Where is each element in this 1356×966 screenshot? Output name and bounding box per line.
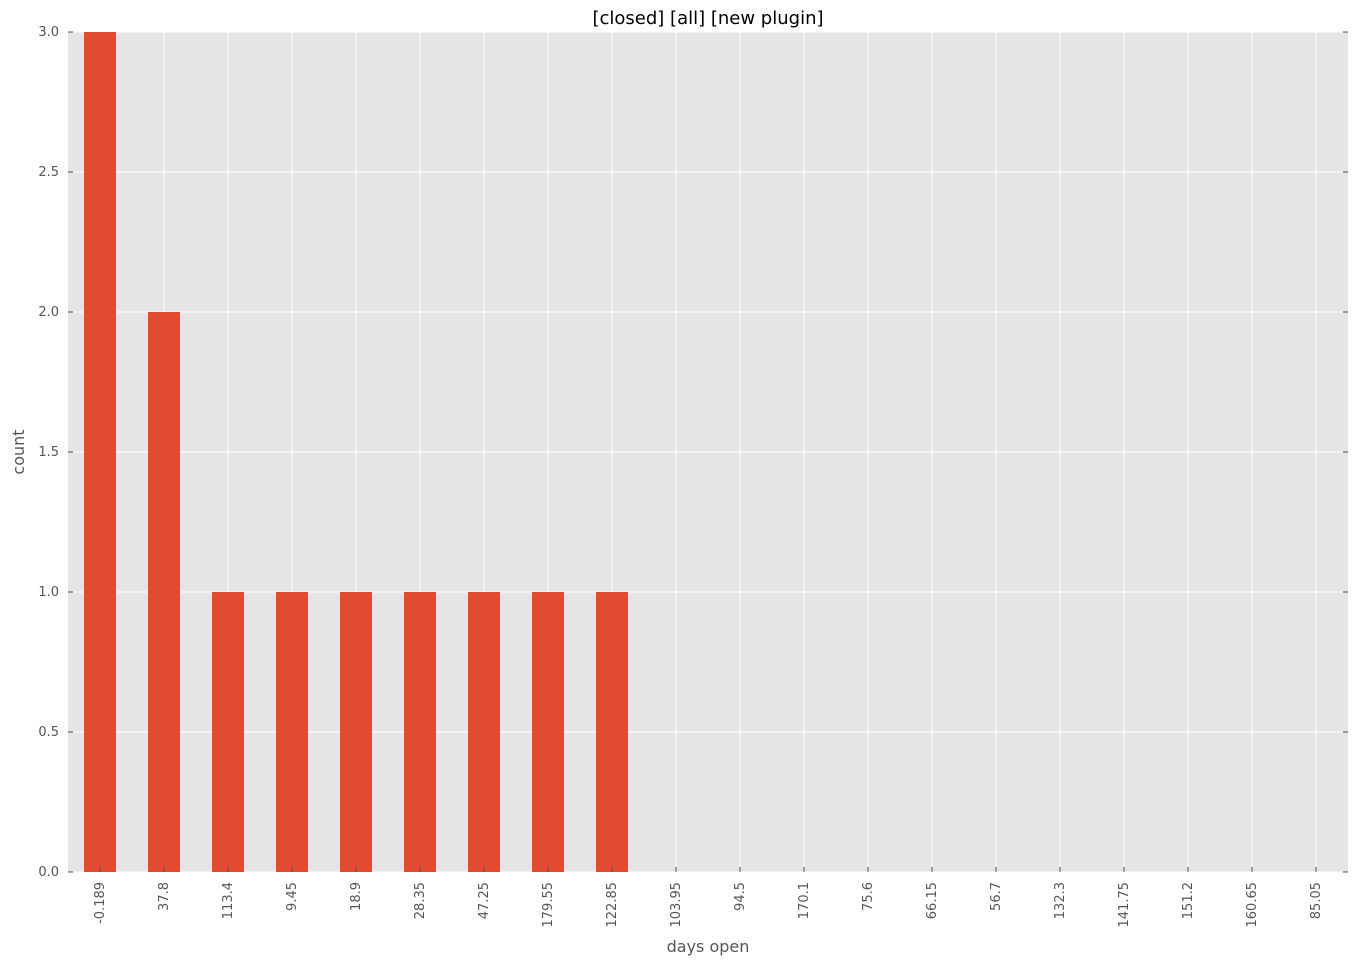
bar bbox=[84, 32, 116, 872]
x-tick-label: 103.95 bbox=[669, 882, 684, 928]
x-tick-label: 160.65 bbox=[1245, 882, 1260, 928]
x-tick-label: 37.8 bbox=[157, 882, 172, 911]
bar bbox=[404, 592, 436, 872]
chart-title: [closed] [all] [new plugin] bbox=[593, 8, 824, 29]
x-tick-label: 122.85 bbox=[605, 882, 620, 928]
x-tick-label: 56.7 bbox=[989, 882, 1004, 911]
y-tick-label: 3.0 bbox=[38, 25, 59, 40]
x-tick-label: 170.1 bbox=[797, 882, 812, 919]
y-tick-label: 1.0 bbox=[38, 585, 59, 600]
axis-ticks: 0.0 0.5 1.0 1.5 2.0 2.5 3.0 -0.189 37.8 113.4 9.45… bbox=[38, 25, 1348, 928]
x-tick-label: 113.4 bbox=[221, 882, 236, 919]
bar bbox=[340, 592, 372, 872]
y-tick-label: 2.5 bbox=[38, 165, 59, 180]
y-tick-label: 0.0 bbox=[38, 865, 59, 880]
x-tick-label: -0.189 bbox=[93, 882, 108, 924]
bar bbox=[148, 312, 180, 872]
bar bbox=[596, 592, 628, 872]
bars bbox=[84, 32, 628, 872]
x-tick-label: 132.3 bbox=[1053, 882, 1068, 919]
x-tick-label: 85.05 bbox=[1309, 882, 1324, 919]
x-tick-label: 9.45 bbox=[285, 882, 300, 911]
bar bbox=[532, 592, 564, 872]
y-axis-label: count bbox=[9, 429, 28, 474]
bar bbox=[468, 592, 500, 872]
x-tick-label: 179.55 bbox=[541, 882, 556, 928]
x-tick-label: 47.25 bbox=[477, 882, 492, 919]
x-tick-label: 151.2 bbox=[1181, 882, 1196, 919]
y-tick-label: 0.5 bbox=[38, 725, 59, 740]
y-tick-label: 1.5 bbox=[38, 445, 59, 460]
bar bbox=[276, 592, 308, 872]
bar bbox=[212, 592, 244, 872]
x-axis-label: days open bbox=[667, 937, 750, 956]
x-tick-label: 141.75 bbox=[1117, 882, 1132, 928]
x-tick-label: 66.15 bbox=[925, 882, 940, 919]
x-tick-label: 18.9 bbox=[349, 882, 364, 911]
y-tick-label: 2.0 bbox=[38, 305, 59, 320]
x-tick-label: 75.6 bbox=[861, 882, 876, 911]
x-tick-label: 94.5 bbox=[733, 882, 748, 911]
x-tick-label: 28.35 bbox=[413, 882, 428, 919]
